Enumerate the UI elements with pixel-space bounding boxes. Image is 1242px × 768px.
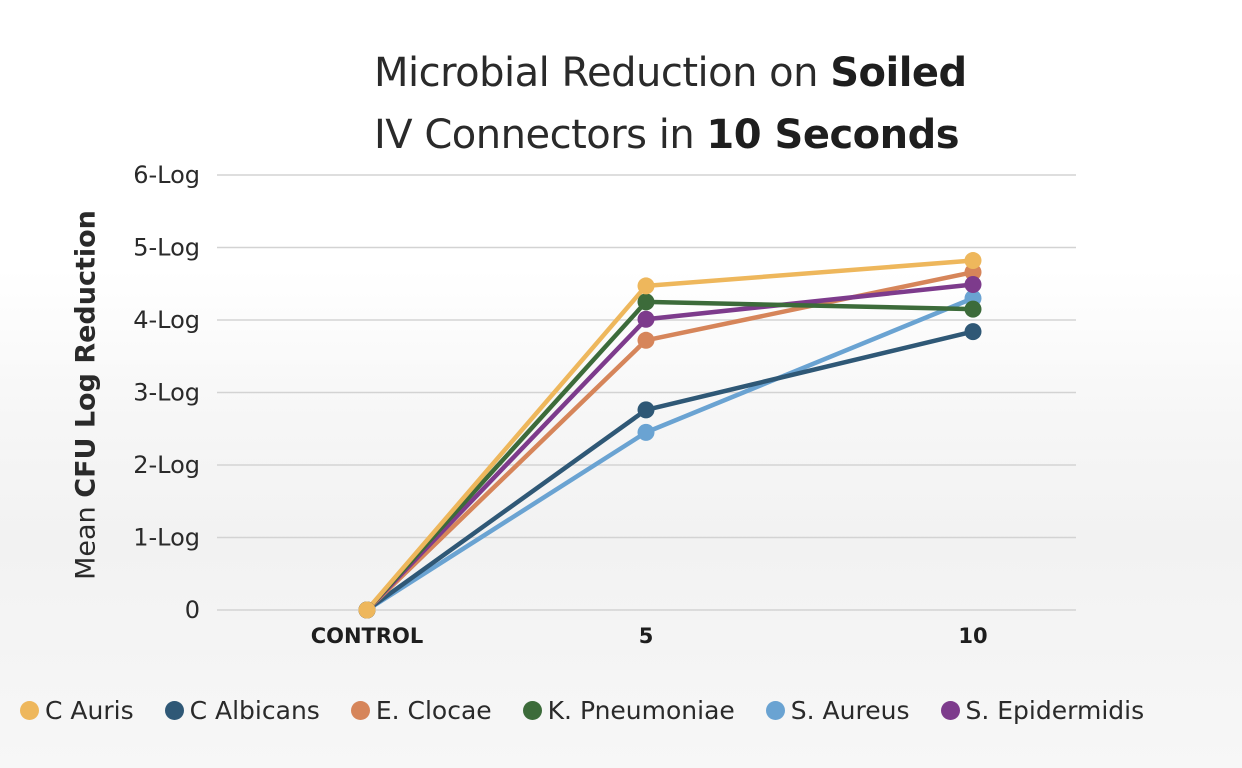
legend-swatch (20, 701, 39, 720)
legend-label: E. Clocae (375, 696, 492, 725)
series-line-e-clocae (365, 269, 974, 612)
legend: C Auris C Albicans E. Clocae K. Pneumoniae S… (20, 696, 1175, 725)
series-line-k-pneumoniae (365, 299, 974, 612)
point-e-clocae-1 (637, 331, 655, 349)
legend-swatch (164, 701, 184, 720)
series-lines (365, 258, 974, 612)
y-tick-labels: 0 1-Log 2-Log 3-Log 4-Log 5-Log 6-Log (133, 161, 200, 624)
point-k-pneumoniae-2 (964, 300, 982, 318)
x-tick-label: CONTROL (311, 624, 424, 648)
legend-label: S. Aureus (790, 696, 910, 725)
legend-swatch (940, 701, 960, 720)
y-tick-label: 6-Log (133, 161, 200, 189)
y-tick-label: 5-Log (133, 234, 200, 262)
legend-item-s-epidermidis: S. Epidermidis (940, 696, 1145, 725)
point-s-epidermidis-1 (637, 310, 655, 328)
y-tick-label: 2-Log (133, 451, 200, 479)
point-s-epidermidis-2 (964, 275, 982, 293)
y-tick-label: 3-Log (133, 379, 200, 407)
point-c-auris-0 (358, 601, 376, 619)
y-tick-label: 4-Log (133, 306, 200, 334)
chart-title-line-1: Microbial Reduction on Soiled (374, 50, 967, 96)
point-c-albicans-1 (637, 401, 655, 419)
point-s-aureus-1 (637, 423, 655, 441)
legend-item-k-pneumoniae: K. Pneumoniae (522, 696, 735, 725)
series-line-s-aureus (365, 296, 974, 612)
legend-item-c-albicans: C Albicans (164, 696, 320, 725)
x-tick-label: 10 (958, 624, 987, 648)
legend-label: C Auris (45, 696, 134, 725)
grid-lines (217, 174, 1076, 611)
legend-label: C Albicans (189, 696, 320, 725)
legend-label: K. Pneumoniae (547, 696, 735, 725)
legend-swatch (522, 701, 542, 720)
y-tick-label: 0 (185, 596, 200, 624)
legend-swatch (350, 701, 370, 720)
line-chart: 0 1-Log 2-Log 3-Log 4-Log 5-Log 6-Log CONTROL 5… (133, 161, 1076, 648)
legend-item-e-clocae: E. Clocae (350, 696, 492, 725)
legend-label: S. Epidermidis (965, 696, 1145, 725)
chart-title-line-2: IV Connectors in 10 Seconds (374, 112, 960, 158)
legend-item-s-aureus: S. Aureus (765, 696, 910, 725)
point-c-albicans-2 (964, 323, 982, 341)
series-line-c-auris (365, 258, 974, 612)
point-c-auris-2 (964, 252, 982, 270)
point-c-auris-1 (637, 277, 655, 295)
point-k-pneumoniae-1 (637, 293, 655, 311)
legend-item-c-auris: C Auris (20, 696, 134, 725)
legend-swatch (765, 701, 785, 720)
x-tick-labels: CONTROL 5 10 (311, 624, 988, 648)
x-tick-label: 5 (639, 624, 654, 648)
series-points (358, 252, 982, 619)
series-line-c-albicans (365, 329, 974, 612)
y-tick-label: 1-Log (133, 524, 200, 552)
